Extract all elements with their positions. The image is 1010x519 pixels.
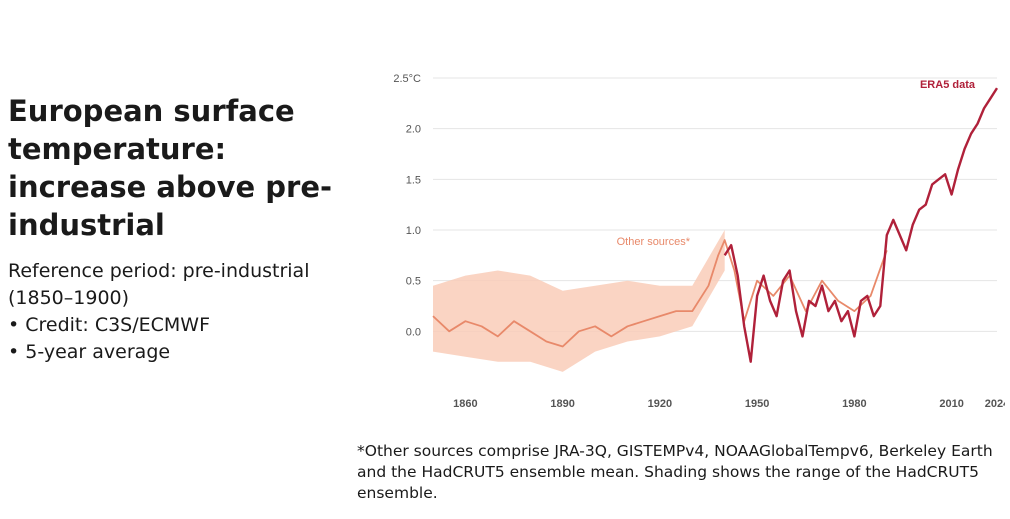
reference-period-text: Reference period: pre-industrial (1850–1… — [8, 260, 310, 309]
x-tick-label: 1920 — [648, 398, 672, 410]
x-tick-label: 2024 — [985, 398, 1005, 410]
footnote: *Other sources comprise JRA-3Q, GISTEMPv… — [357, 442, 993, 502]
x-tick-label: 1860 — [453, 398, 477, 410]
x-tick-label: 1980 — [842, 398, 866, 410]
y-tick-label: 2.0 — [406, 124, 421, 136]
credit-bullet: • Credit: C3S/ECMWF — [8, 314, 211, 336]
info-panel: European surface temperature: increase a… — [8, 92, 338, 366]
y-tick-label: 1.0 — [406, 225, 421, 237]
other-sources-label: Other sources* — [617, 236, 691, 248]
average-bullet: • 5-year average — [8, 341, 171, 363]
y-tick-label: 0.0 — [406, 326, 421, 338]
era5-label: ERA5 data — [920, 79, 976, 91]
era5-series-line — [723, 87, 999, 363]
x-tick-label: 2010 — [939, 398, 963, 410]
page-title: European surface temperature: increase a… — [8, 94, 333, 242]
temperature-chart: 0.0 0.5 1.0 1.5 2.0 2.5°C 1860 1890 1920 1950 1980… — [393, 73, 1005, 410]
y-tick-label: 2.5°C — [393, 73, 421, 85]
other-sources-series-line — [432, 239, 888, 348]
y-tick-label: 0.5 — [406, 276, 421, 288]
x-tick-label: 1890 — [550, 398, 574, 410]
hadcrut5-range-shading — [433, 230, 725, 372]
x-tick-label: 1950 — [745, 398, 769, 410]
y-tick-label: 1.5 — [406, 174, 421, 186]
